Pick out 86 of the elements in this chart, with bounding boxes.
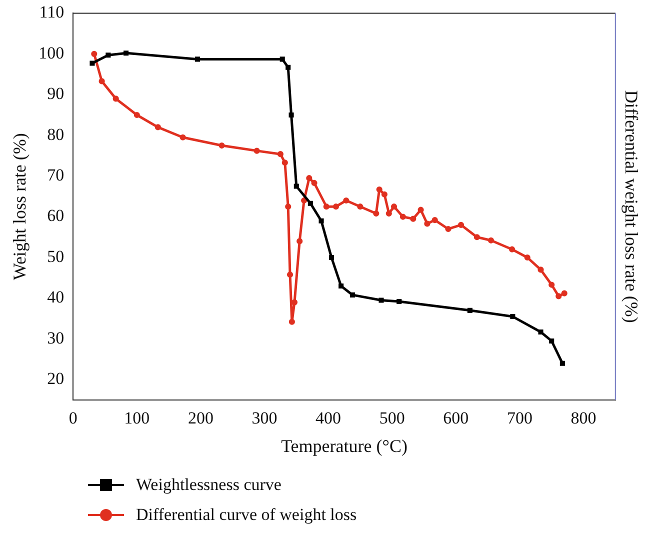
point <box>106 52 111 58</box>
point <box>98 78 105 84</box>
point <box>311 180 318 186</box>
point <box>112 96 119 102</box>
y-tick-label: 30 <box>47 328 64 348</box>
point <box>218 142 225 149</box>
point <box>254 148 260 154</box>
point <box>548 282 555 288</box>
point <box>343 197 350 204</box>
point <box>390 204 398 210</box>
y2-axis-title: Differential weight loss rate (%) <box>621 90 642 323</box>
x-tick-label: 300 <box>252 408 278 428</box>
point <box>134 112 140 118</box>
point <box>301 197 308 204</box>
point <box>90 60 95 66</box>
y-tick-label: 100 <box>38 43 64 62</box>
point <box>296 238 303 244</box>
legend-label: Differential curve of weight loss <box>136 505 357 525</box>
point <box>194 56 200 62</box>
point <box>285 204 292 210</box>
point <box>277 151 284 158</box>
x-tick-label: 700 <box>506 408 532 428</box>
point <box>288 318 295 325</box>
point <box>286 272 294 278</box>
point <box>445 226 452 232</box>
point <box>538 266 544 273</box>
point <box>561 290 568 296</box>
point <box>560 360 565 366</box>
y-tick-label: 80 <box>47 124 64 144</box>
point <box>396 298 402 304</box>
point <box>180 134 186 140</box>
x-tick-label: 0 <box>68 408 78 428</box>
y-tick-label: 50 <box>47 246 64 266</box>
point <box>318 218 324 224</box>
y-tick-label: 90 <box>47 84 64 104</box>
point <box>328 254 334 260</box>
y-tick-label: 60 <box>47 206 64 226</box>
point <box>286 64 291 70</box>
point <box>376 186 382 193</box>
point <box>357 204 364 210</box>
point <box>458 222 464 228</box>
x-tick-label: 800 <box>570 408 596 428</box>
y-tick-label: 20 <box>47 369 64 388</box>
point <box>381 191 388 198</box>
point <box>508 246 516 252</box>
point <box>410 216 416 222</box>
point <box>432 216 438 224</box>
point <box>418 206 424 213</box>
point <box>556 293 562 300</box>
point <box>400 214 406 220</box>
point <box>474 234 480 240</box>
point <box>386 210 392 217</box>
x-tick-label: 600 <box>443 408 469 428</box>
x-tick-label: 200 <box>188 408 214 428</box>
point <box>306 175 312 182</box>
point <box>288 112 294 118</box>
y-tick-label: 40 <box>47 288 64 307</box>
x-tick-label: 500 <box>379 408 405 428</box>
point <box>291 299 298 306</box>
y-tick-label: 70 <box>47 166 64 185</box>
point <box>350 292 356 298</box>
point <box>373 210 380 217</box>
x-axis-title: Temperature (°C) <box>281 436 408 456</box>
point <box>510 314 516 320</box>
point <box>378 298 384 303</box>
point <box>538 329 544 335</box>
x-tick-label: 400 <box>316 408 342 428</box>
x-tick-label: 100 <box>124 408 150 428</box>
point <box>467 308 472 313</box>
point <box>332 204 340 210</box>
point <box>308 200 313 206</box>
point <box>282 160 288 166</box>
point <box>124 50 129 56</box>
point <box>524 254 530 261</box>
point <box>338 283 344 289</box>
point <box>323 204 330 210</box>
point <box>488 237 494 244</box>
y-axis-title: Weight loss rate (%) <box>10 133 30 280</box>
point <box>294 184 299 189</box>
point <box>91 50 98 57</box>
point <box>424 220 430 227</box>
y-tick-label: 110 <box>39 2 64 22</box>
legend-label: Weightlessness curve <box>136 475 282 495</box>
point <box>549 338 554 344</box>
point <box>154 124 162 130</box>
point <box>280 56 285 62</box>
